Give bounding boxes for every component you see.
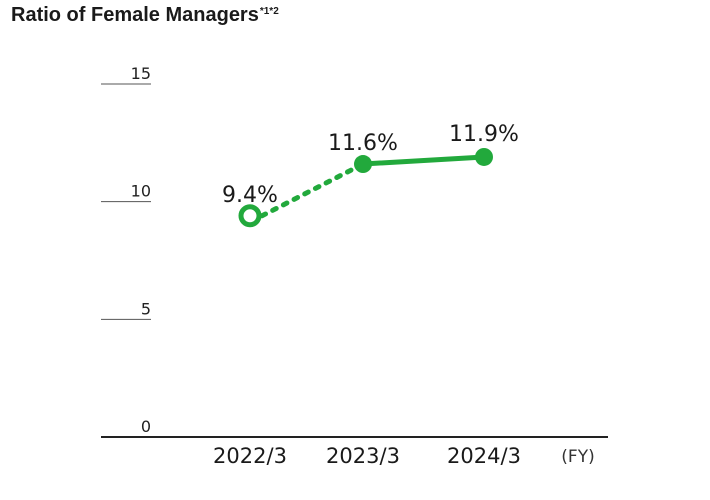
- title-footnote-marker: *1*2: [259, 6, 279, 17]
- y-tick-label-15: 15: [131, 64, 151, 83]
- y-tick-label-10: 10: [131, 182, 151, 201]
- chart-title-text: Ratio of Female Managers: [11, 4, 259, 26]
- y-tick-label-0: 0: [141, 417, 151, 436]
- chart-title: Ratio of Female Managers*1*2: [11, 4, 279, 27]
- y-tick-label-5: 5: [141, 299, 151, 318]
- line-segment-1-dashed: [259, 161, 366, 219]
- data-point-2022-3: [238, 204, 262, 228]
- x-tick-label-2022-3: 2022/3: [213, 444, 287, 468]
- x-tick-label-2024-3: 2024/3: [447, 444, 521, 468]
- data-point-2023-3: [354, 155, 372, 174]
- x-tick-label-2023-3: 2023/3: [326, 444, 400, 468]
- x-axis-unit-label: (FY): [561, 447, 594, 467]
- data-label-2024-3: 11.9%: [449, 122, 519, 147]
- data-label-2023-3: 11.6%: [328, 131, 398, 156]
- line-segment-2-solid: [360, 154, 487, 167]
- data-label-2022-3: 9.4%: [222, 183, 278, 208]
- data-point-2024-3: [475, 147, 493, 166]
